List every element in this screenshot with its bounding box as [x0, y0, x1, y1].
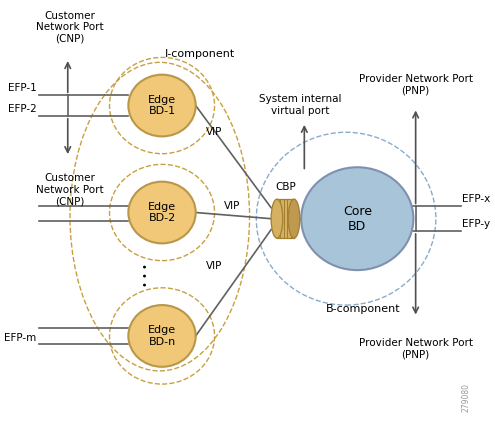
Text: Customer
Network Port
(CNP): Customer Network Port (CNP): [36, 173, 104, 207]
Circle shape: [128, 181, 196, 243]
Text: Provider Network Port
(PNP): Provider Network Port (PNP): [359, 74, 473, 95]
Text: Provider Network Port
(PNP): Provider Network Port (PNP): [359, 338, 473, 360]
Text: EFP-2: EFP-2: [7, 104, 36, 114]
Text: CBP: CBP: [275, 182, 296, 192]
Text: EFP-m: EFP-m: [4, 333, 36, 343]
Text: Customer
Network Port
(CNP): Customer Network Port (CNP): [36, 11, 104, 44]
Text: Edge
BD-2: Edge BD-2: [148, 202, 176, 223]
Text: VIP: VIP: [224, 201, 241, 211]
Text: System internal
virtual port: System internal virtual port: [258, 94, 341, 116]
Text: B-component: B-component: [326, 304, 400, 314]
Text: EFP-x: EFP-x: [462, 194, 490, 204]
Text: EFP-y: EFP-y: [462, 219, 490, 229]
Text: Edge
BD-n: Edge BD-n: [148, 325, 176, 347]
Circle shape: [128, 305, 196, 367]
Text: • • •: • • •: [141, 263, 151, 287]
Text: VIP: VIP: [206, 261, 223, 271]
Text: EFP-1: EFP-1: [7, 83, 36, 93]
Ellipse shape: [271, 199, 283, 238]
Circle shape: [128, 75, 196, 136]
Text: VIP: VIP: [206, 127, 223, 137]
Ellipse shape: [288, 199, 300, 238]
Circle shape: [301, 167, 413, 270]
Text: Edge
BD-1: Edge BD-1: [148, 95, 176, 116]
Bar: [277, 199, 294, 238]
Text: 279080: 279080: [461, 383, 470, 412]
Text: Core
BD: Core BD: [343, 205, 372, 233]
Text: I-component: I-component: [165, 49, 235, 59]
